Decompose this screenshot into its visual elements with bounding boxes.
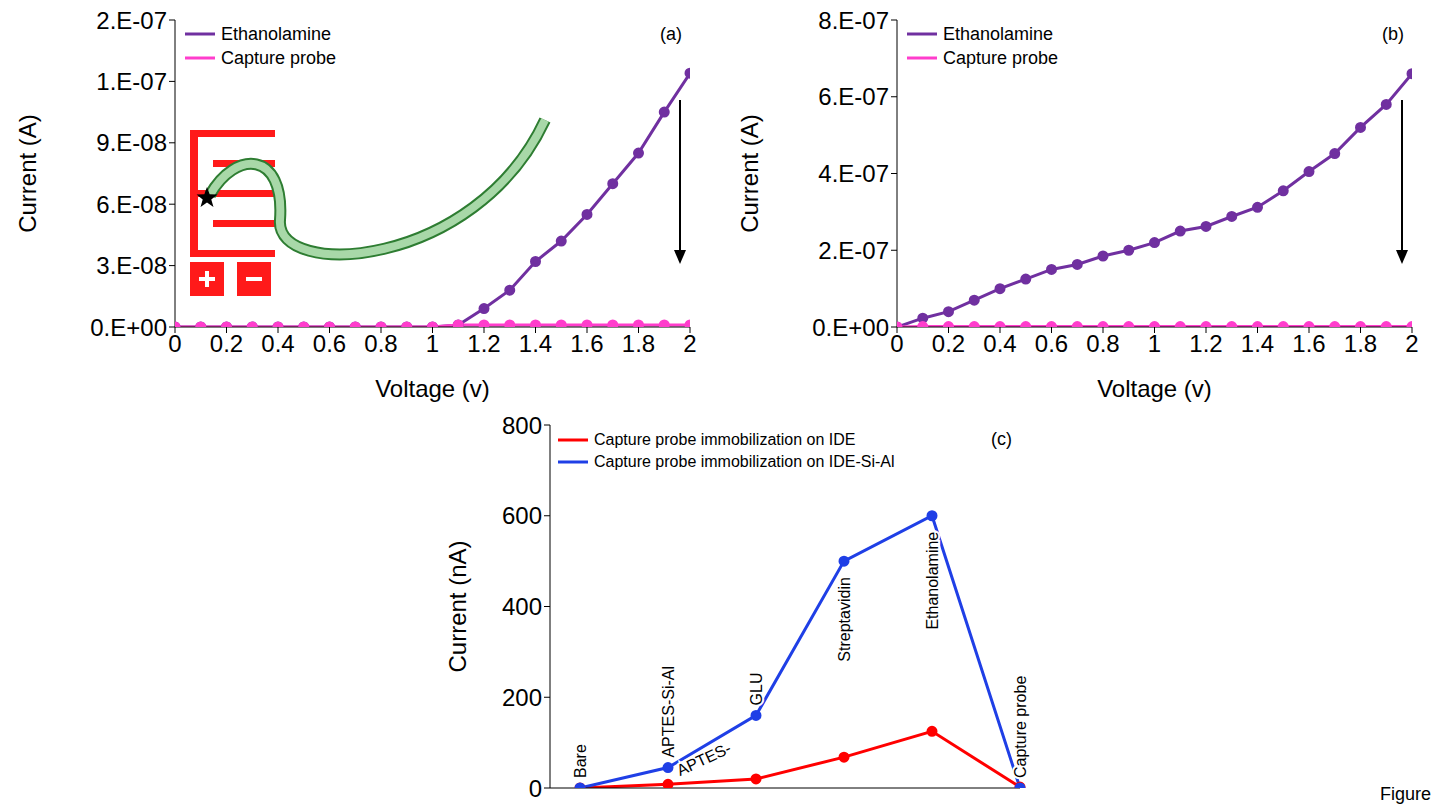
html-text:Ethanolamine: Ethanolamine [221, 24, 332, 44]
svg-text:GLU: GLU [748, 672, 765, 705]
html-text:Capture probe immobilization o: Capture probe immobilization on IDE-Si-A… [594, 453, 895, 470]
svg-text:Streptavidin: Streptavidin [836, 577, 853, 662]
svg-text:0.4: 0.4 [261, 330, 294, 357]
svg-text:(a): (a) [660, 24, 682, 44]
svg-text:0.8: 0.8 [364, 330, 397, 357]
svg-text:1.2: 1.2 [467, 330, 500, 357]
svg-text:0.6: 0.6 [1035, 330, 1068, 357]
svg-text:Capture probe: Capture probe [1012, 676, 1029, 778]
svg-text:2: 2 [1405, 330, 1418, 357]
html-text:Figure: Figure [1380, 784, 1431, 804]
svg-text:0.4: 0.4 [983, 330, 1016, 357]
svg-text:0: 0 [890, 330, 903, 357]
svg-text:Current (A): Current (A) [736, 114, 763, 233]
svg-text:1: 1 [426, 330, 439, 357]
svg-text:800: 800 [502, 412, 542, 439]
svg-text:0.8: 0.8 [1086, 330, 1119, 357]
svg-text:1.4: 1.4 [1241, 330, 1274, 357]
svg-text:1.8: 1.8 [622, 330, 655, 357]
svg-text:0.2: 0.2 [932, 330, 965, 357]
svg-text:0.E+00: 0.E+00 [90, 314, 167, 341]
svg-text:2: 2 [683, 330, 696, 357]
svg-text:6.E-08: 6.E-08 [96, 191, 167, 218]
svg-text:Bare: Bare [572, 744, 589, 778]
svg-text:1.6: 1.6 [570, 330, 603, 357]
svg-text:1.4: 1.4 [519, 330, 552, 357]
svg-text:2.E-07: 2.E-07 [96, 7, 167, 34]
svg-text:9.E-08: 9.E-08 [96, 129, 167, 156]
svg-text:APTES-Si-Al: APTES-Si-Al [660, 666, 677, 758]
svg-text:Voltage (v): Voltage (v) [375, 375, 490, 402]
svg-text:200: 200 [502, 684, 542, 711]
svg-text:Current (A): Current (A) [14, 114, 41, 233]
svg-text:APTES-: APTES- [674, 739, 734, 779]
html-text:Capture probe: Capture probe [943, 48, 1059, 68]
svg-text:(b): (b) [1382, 24, 1404, 44]
svg-text:600: 600 [502, 502, 542, 529]
svg-text:Voltage (v): Voltage (v) [1097, 375, 1212, 402]
svg-text:Ethanolamine: Ethanolamine [924, 532, 941, 630]
svg-text:Current (nA): Current (nA) [444, 540, 471, 672]
html-text:Capture probe: Capture probe [221, 48, 337, 68]
svg-text:0.E+00: 0.E+00 [812, 314, 889, 341]
svg-text:8.E-07: 8.E-07 [818, 7, 889, 34]
svg-text:1.2: 1.2 [1189, 330, 1222, 357]
svg-text:(c): (c) [991, 429, 1012, 449]
html-text:Capture probe immobilization o: Capture probe immobilization on IDE [594, 431, 856, 448]
svg-text:4.E-07: 4.E-07 [818, 160, 889, 187]
svg-text:2.E-07: 2.E-07 [818, 237, 889, 264]
svg-text:0: 0 [529, 775, 542, 802]
svg-text:1.E-07: 1.E-07 [96, 68, 167, 95]
svg-text:400: 400 [502, 593, 542, 620]
svg-text:0.6: 0.6 [313, 330, 346, 357]
svg-text:1.8: 1.8 [1344, 330, 1377, 357]
svg-text:6.E-07: 6.E-07 [818, 83, 889, 110]
svg-text:1: 1 [1148, 330, 1161, 357]
svg-text:1.6: 1.6 [1292, 330, 1325, 357]
svg-text:0.2: 0.2 [210, 330, 243, 357]
svg-text:0: 0 [168, 330, 181, 357]
svg-text:3.E-08: 3.E-08 [96, 252, 167, 279]
html-text:Ethanolamine: Ethanolamine [943, 24, 1054, 44]
